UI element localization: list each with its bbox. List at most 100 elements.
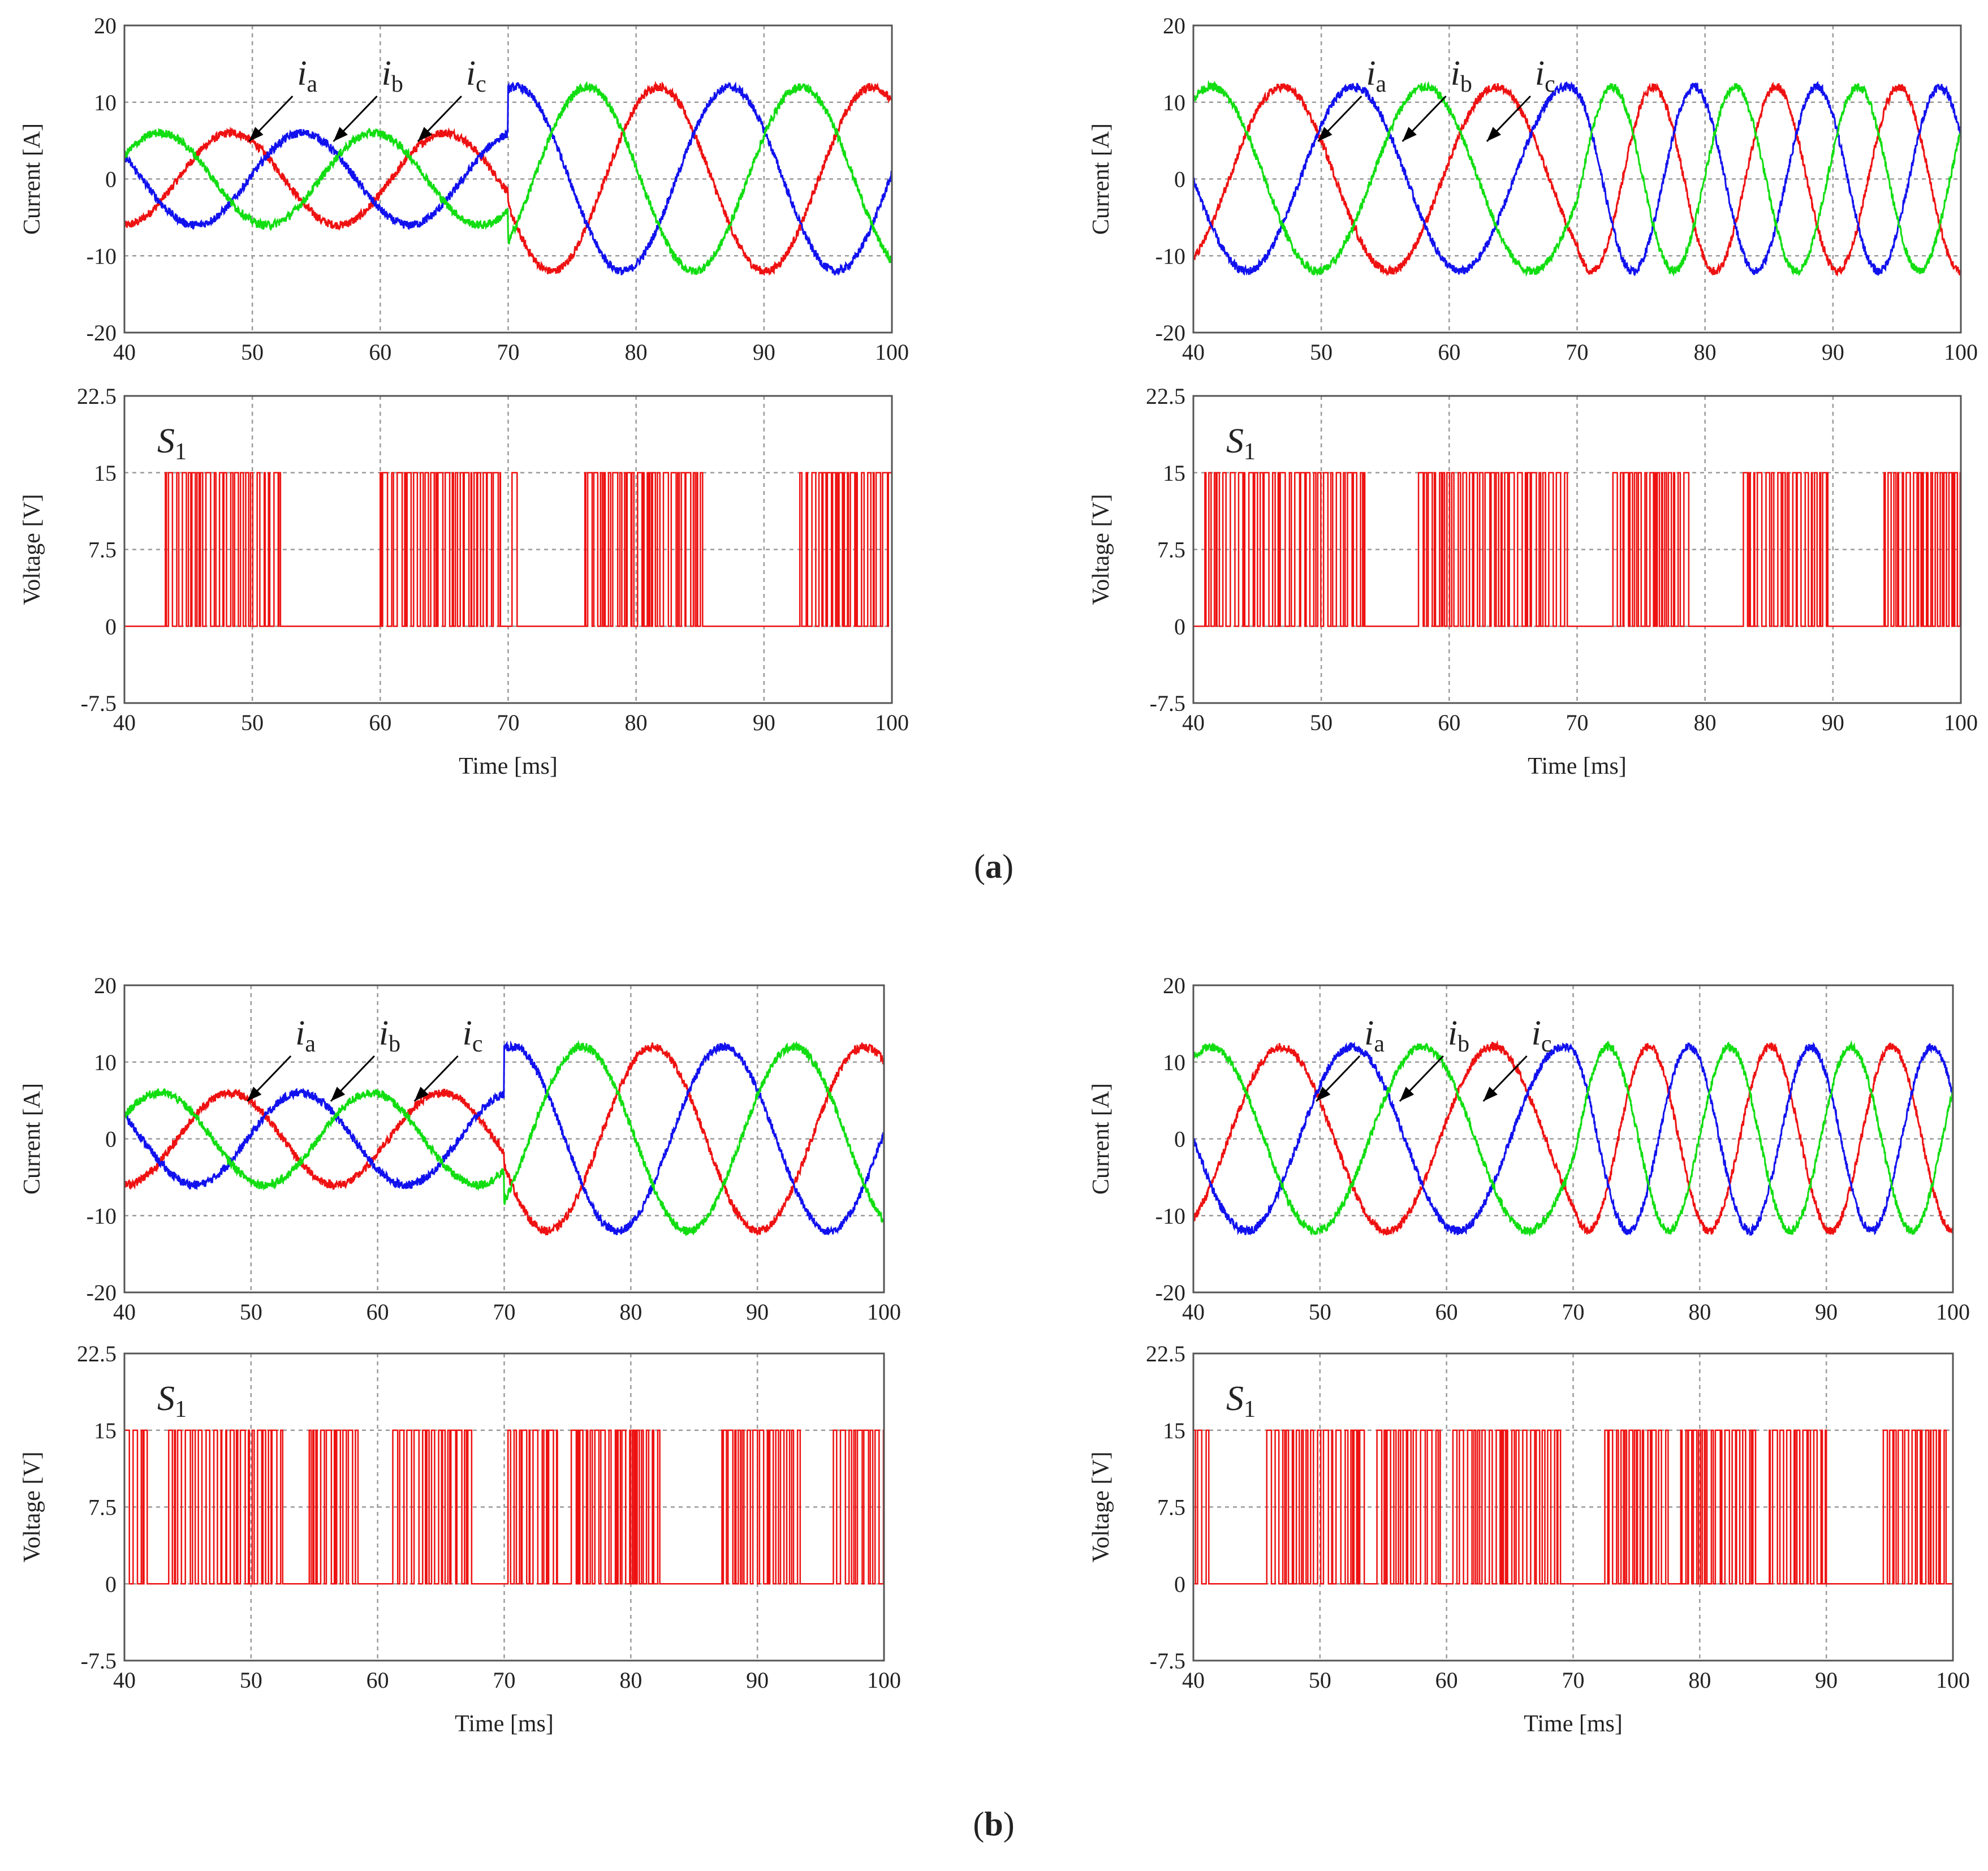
y-tick-label: 22.5 bbox=[1146, 383, 1185, 409]
legend-sub: b bbox=[391, 71, 403, 97]
y-tick-label: 0 bbox=[1174, 167, 1185, 192]
plot-frame bbox=[123, 1352, 885, 1662]
y-axis-label: Voltage [V] bbox=[19, 494, 45, 605]
annotation-arrowhead bbox=[247, 1087, 262, 1101]
plot-frame bbox=[1192, 984, 1954, 1294]
legend-sub: a bbox=[1376, 71, 1387, 97]
signal-title-sub: 1 bbox=[1244, 439, 1256, 465]
x-tick-label: 60 bbox=[1438, 339, 1460, 365]
x-tick-label: 60 bbox=[1438, 710, 1460, 735]
legend-ic: ic bbox=[1532, 1014, 1552, 1057]
x-tick-label: 70 bbox=[497, 339, 520, 365]
signal-title-main: S bbox=[157, 422, 175, 460]
annotation-arrowhead bbox=[330, 1087, 346, 1101]
y-tick-label: -10 bbox=[87, 243, 117, 269]
signal-title-sub: 1 bbox=[175, 1396, 187, 1422]
x-tick-label: 80 bbox=[625, 339, 648, 365]
x-tick-label: 90 bbox=[1822, 710, 1844, 735]
legend-ia: ia bbox=[297, 54, 317, 97]
legend-sub: b bbox=[1460, 71, 1472, 97]
signal-title-main: S bbox=[1226, 422, 1244, 460]
y-tick-label: 15 bbox=[1163, 1418, 1185, 1443]
x-tick-label: 50 bbox=[1310, 710, 1332, 735]
caption-paren-close: ) bbox=[1002, 848, 1014, 885]
y-tick-label: 20 bbox=[94, 973, 117, 998]
annotation-arrowhead bbox=[1486, 127, 1502, 141]
caption-paren-close: ) bbox=[1003, 1805, 1015, 1843]
y-tick-label: 22.5 bbox=[77, 383, 117, 409]
y-tick-label: -20 bbox=[1155, 320, 1185, 346]
legend-ib: ib bbox=[1451, 54, 1472, 97]
signal-title: S1 bbox=[1226, 422, 1256, 465]
y-tick-label: 0 bbox=[1174, 1571, 1185, 1597]
annotation-arrowhead bbox=[333, 127, 348, 141]
y-tick-label: 0 bbox=[105, 167, 117, 192]
y-tick-label: 15 bbox=[1163, 460, 1185, 486]
x-tick-label: 100 bbox=[1936, 1299, 1970, 1325]
x-tick-label: 40 bbox=[113, 710, 136, 735]
y-tick-label: 7.5 bbox=[1157, 1495, 1185, 1520]
y-tick-label: 0 bbox=[105, 1127, 117, 1152]
signal-title-sub: 1 bbox=[1244, 1396, 1256, 1422]
legend-main: i bbox=[1532, 1014, 1541, 1053]
x-tick-label: 70 bbox=[1562, 1299, 1585, 1325]
legend-main: i bbox=[1364, 1014, 1374, 1053]
y-tick-label: -7.5 bbox=[81, 691, 117, 716]
x-tick-label: 60 bbox=[369, 710, 391, 735]
legend-sub: c bbox=[1541, 1031, 1552, 1057]
x-tick-label: 80 bbox=[1688, 1667, 1711, 1693]
x-tick-label: 50 bbox=[241, 710, 264, 735]
annotation-arrowhead bbox=[1402, 127, 1417, 141]
x-tick-label: 90 bbox=[746, 1667, 769, 1693]
x-tick-label: 100 bbox=[867, 1299, 901, 1325]
series-ic bbox=[124, 80, 892, 275]
legend-ib: ib bbox=[379, 1014, 400, 1057]
x-tick-label: 40 bbox=[1182, 1299, 1205, 1325]
legend-main: i bbox=[1535, 54, 1545, 93]
y-tick-label: 7.5 bbox=[88, 1495, 117, 1520]
y-tick-label: 20 bbox=[1163, 13, 1185, 38]
x-tick-label: 100 bbox=[875, 710, 909, 735]
x-tick-label: 90 bbox=[746, 1299, 769, 1325]
x-tick-label: 80 bbox=[1688, 1299, 1711, 1325]
series-ia bbox=[1193, 81, 1961, 277]
legend-main: i bbox=[379, 1014, 389, 1053]
y-tick-label: -10 bbox=[1155, 243, 1185, 269]
signal-title: S1 bbox=[157, 422, 187, 465]
x-tick-label: 90 bbox=[1815, 1667, 1838, 1693]
y-tick-label: 22.5 bbox=[1146, 1341, 1185, 1366]
x-axis-label: Time [ms] bbox=[1524, 1711, 1623, 1737]
y-tick-label: 10 bbox=[94, 1050, 117, 1075]
x-tick-label: 60 bbox=[1435, 1667, 1458, 1693]
y-tick-label: 0 bbox=[105, 614, 117, 639]
x-tick-label: 100 bbox=[1944, 339, 1978, 365]
series-ic bbox=[1193, 1040, 1953, 1238]
x-tick-label: 80 bbox=[619, 1299, 642, 1325]
legend-ic: ic bbox=[1535, 54, 1555, 97]
annotation-arrowhead bbox=[1399, 1087, 1415, 1101]
x-tick-label: 100 bbox=[1936, 1667, 1970, 1693]
annotation-arrowhead bbox=[417, 127, 433, 141]
x-tick-label: 40 bbox=[1182, 710, 1205, 735]
legend-ia: ia bbox=[1364, 1014, 1385, 1057]
annotation-arrowhead bbox=[1483, 1087, 1498, 1101]
y-tick-label: -7.5 bbox=[1150, 1648, 1185, 1674]
x-tick-label: 60 bbox=[366, 1299, 389, 1325]
y-axis-label: Current [A] bbox=[1088, 1083, 1114, 1195]
panel-caption: (a) bbox=[974, 848, 1014, 885]
series-s1 bbox=[1193, 1429, 1953, 1585]
x-axis-label: Time [ms] bbox=[455, 1711, 554, 1737]
chart-b-left-voltage: 40 50 60 70 80 90 100 22.5 15 7.5 0 -7.5 Voltage [V]… bbox=[19, 1341, 901, 1737]
signal-title: S1 bbox=[1226, 1379, 1256, 1422]
x-axis-label: Time [ms] bbox=[459, 753, 558, 779]
x-tick-label: 50 bbox=[240, 1299, 262, 1325]
plot-frame bbox=[1192, 24, 1962, 334]
series-ib bbox=[1193, 80, 1961, 277]
series-ia bbox=[124, 1042, 884, 1237]
plot-frame bbox=[1192, 1352, 1954, 1662]
legend-ib: ib bbox=[1448, 1014, 1469, 1057]
